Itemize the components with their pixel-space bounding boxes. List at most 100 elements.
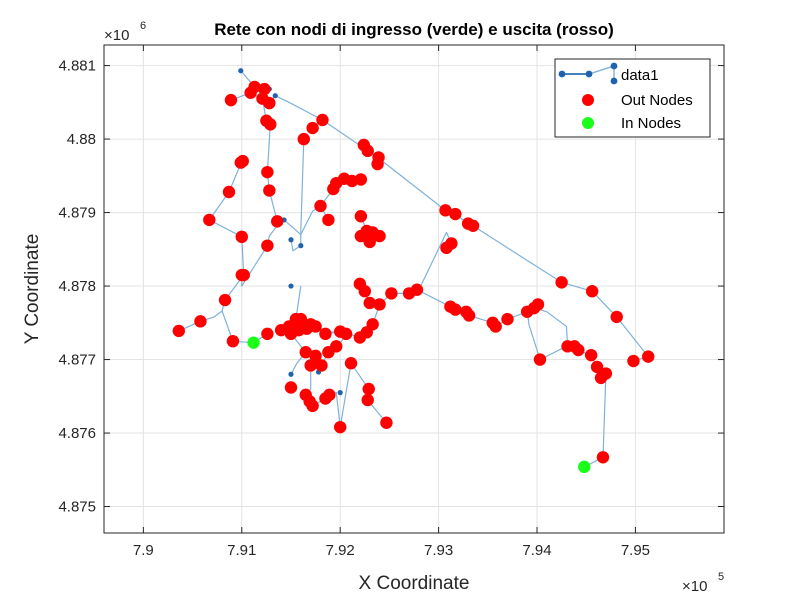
out-node-point — [520, 305, 534, 318]
out-node-point — [327, 182, 340, 196]
out-node-point — [299, 346, 312, 359]
out-node-point — [371, 157, 384, 171]
out-node-point — [314, 199, 327, 213]
y-multiplier-base: ×10 — [104, 27, 129, 44]
out-node-point — [316, 113, 329, 127]
out-node-point — [274, 323, 288, 337]
out-node-point — [363, 235, 376, 249]
out-node-point — [261, 327, 274, 341]
out-node-point — [224, 93, 238, 107]
out-node-point — [203, 213, 216, 227]
legend-marker-in-nodes — [582, 117, 594, 129]
out-node-point — [322, 346, 335, 359]
out-node-point — [300, 322, 313, 335]
y-tick-label: 4.876 — [58, 425, 96, 442]
out-node-point — [234, 156, 247, 169]
out-node-point — [358, 285, 371, 298]
axes-box — [103, 44, 725, 534]
legend-box — [554, 58, 711, 138]
out-node-point — [585, 285, 599, 298]
x-multiplier-exponent: 5 — [718, 571, 724, 583]
legend-marker-out-nodes — [582, 94, 594, 106]
out-nodes-series — [172, 80, 655, 464]
graph-node — [288, 237, 294, 243]
out-node-point — [533, 353, 547, 366]
out-node-point — [354, 210, 368, 223]
out-node-point — [258, 82, 271, 96]
legend-item-out-nodes: Out Nodes — [582, 92, 693, 109]
out-node-point — [304, 359, 317, 372]
out-node-point — [284, 327, 298, 341]
y-tick-label: 4.881 — [58, 58, 96, 75]
out-node-point — [271, 215, 284, 228]
out-node-point — [284, 381, 298, 394]
out-node-point — [322, 213, 335, 227]
x-tick-label: 7.94 — [522, 542, 551, 559]
out-node-point — [235, 230, 248, 244]
out-node-point — [449, 303, 462, 316]
out-node-point — [380, 416, 393, 429]
y-multiplier-exponent: 6 — [140, 20, 146, 32]
out-node-point — [449, 207, 462, 221]
out-node-point — [501, 312, 514, 326]
legend-label-data1: data1 — [621, 67, 659, 84]
y-tick-label: 4.877 — [58, 352, 96, 369]
out-node-point — [385, 287, 398, 300]
x-tick-label: 7.95 — [621, 542, 650, 559]
y-axis-ticks: 4.875 4.876 4.877 4.878 4.879 4.88 4.881 — [58, 58, 724, 516]
legend-label-out-nodes: Out Nodes — [621, 92, 693, 109]
out-node-point — [373, 298, 386, 311]
out-node-point — [319, 327, 332, 341]
graph-node — [238, 68, 244, 74]
x-axis-ticks: 7.9 7.91 7.92 7.93 7.94 7.95 — [133, 45, 650, 559]
legend: data1 Out Nodes In Nodes — [554, 58, 711, 138]
out-node-point — [489, 320, 502, 333]
out-node-point — [590, 360, 604, 374]
graph-node — [288, 283, 294, 289]
y-tick-label: 4.878 — [58, 278, 96, 295]
out-node-point — [264, 118, 277, 131]
legend-label-in-nodes: In Nodes — [621, 115, 681, 132]
network-edge — [526, 311, 567, 361]
out-node-point — [344, 357, 358, 370]
out-node-point — [323, 388, 336, 402]
x-tick-label: 7.92 — [326, 542, 355, 559]
out-node-point — [642, 350, 655, 363]
graph-node — [337, 390, 343, 396]
legend-item-in-nodes: In Nodes — [582, 115, 681, 132]
out-node-point — [627, 354, 640, 368]
out-node-point — [555, 276, 568, 289]
out-node-point — [315, 359, 328, 372]
out-node-point — [194, 315, 207, 328]
in-node-point — [578, 460, 591, 474]
network-edge — [290, 355, 304, 375]
out-node-point — [218, 293, 232, 307]
out-node-point — [361, 144, 374, 158]
out-node-point — [235, 268, 248, 282]
graph-node — [298, 243, 304, 249]
out-node-point — [362, 382, 375, 396]
out-node-point — [363, 296, 376, 310]
out-node-point — [263, 184, 276, 197]
out-node-point — [610, 310, 623, 324]
out-node-point — [306, 121, 319, 135]
x-axis-multiplier: ×10 5 — [682, 571, 724, 595]
out-node-point — [354, 229, 368, 243]
x-tick-label: 7.9 — [133, 542, 154, 559]
out-node-point — [402, 287, 416, 300]
out-node-point — [261, 165, 274, 179]
graph-node — [272, 93, 278, 99]
out-node-point — [353, 331, 367, 344]
out-node-point — [261, 239, 274, 252]
y-tick-label: 4.88 — [67, 131, 96, 148]
y-axis-label: Y Coordinate — [22, 234, 43, 345]
graph-node — [288, 371, 294, 377]
legend-item-data1: data1 — [558, 62, 659, 85]
x-axis-label: X Coordinate — [359, 573, 470, 594]
legend-graph-symbol — [558, 62, 618, 85]
out-node-point — [361, 393, 374, 407]
out-node-point — [226, 334, 240, 348]
x-tick-label: 7.91 — [227, 542, 256, 559]
y-tick-label: 4.879 — [58, 205, 96, 222]
out-node-point — [339, 327, 353, 341]
